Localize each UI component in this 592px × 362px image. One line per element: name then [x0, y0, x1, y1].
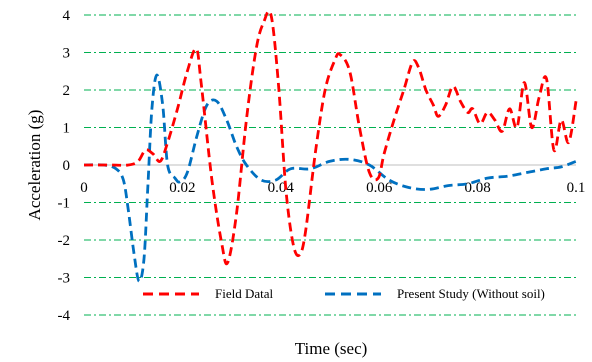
y-tick-label: -3 [58, 271, 71, 287]
x-tick-label: 0.08 [464, 180, 490, 196]
y-axis-title: Acceleration (g) [25, 110, 44, 221]
series-line-field-data [84, 9, 578, 266]
x-tick-label: 0.04 [268, 180, 295, 196]
x-tick-label: 0.1 [567, 180, 586, 196]
y-tick-label: 2 [63, 83, 71, 99]
legend: Field Datal Present Study (Without soil) [143, 286, 545, 301]
y-tick-label: -4 [58, 308, 71, 324]
y-tick-label: -2 [58, 233, 71, 249]
tick-labels: -4 -3 -2 -1 0 1 2 3 4 0 0.02 0.04 0.06 0.08 0.1 [58, 8, 586, 324]
x-tick-label: 0 [80, 180, 88, 196]
x-axis-title: Time (sec) [295, 339, 368, 358]
y-tick-label: -1 [58, 196, 71, 212]
y-tick-label: 0 [63, 158, 71, 174]
y-tick-label: 1 [63, 121, 71, 137]
y-tick-label: 3 [63, 46, 71, 62]
legend-label-present-study: Present Study (Without soil) [397, 286, 545, 301]
grid-lines [84, 14, 576, 316]
legend-label-field-data: Field Datal [215, 286, 274, 301]
x-tick-label: 0.06 [366, 180, 393, 196]
y-tick-label: 4 [63, 8, 71, 24]
series-line-present-study [83, 73, 577, 283]
x-tick-label: 0.02 [169, 180, 195, 196]
series-lines [83, 9, 578, 283]
